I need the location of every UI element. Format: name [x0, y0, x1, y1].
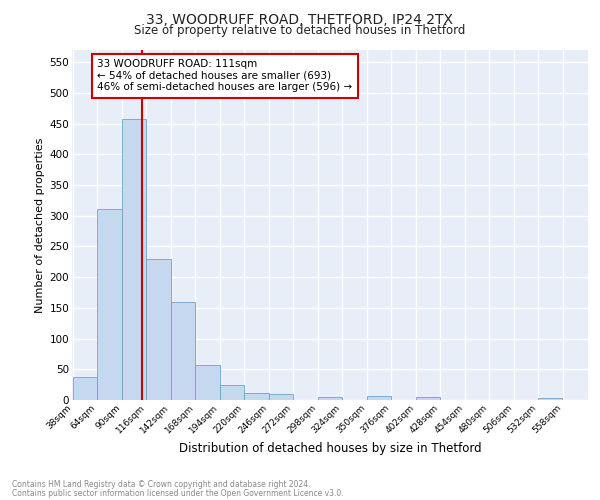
- Bar: [196, 365, 220, 400]
- Bar: [97, 209, 122, 400]
- Y-axis label: Number of detached properties: Number of detached properties: [35, 138, 46, 312]
- Bar: [416, 397, 440, 400]
- Text: 33 WOODRUFF ROAD: 111sqm
← 54% of detached houses are smaller (693)
46% of semi-: 33 WOODRUFF ROAD: 111sqm ← 54% of detach…: [97, 59, 353, 92]
- Bar: [146, 259, 170, 400]
- Text: Contains public sector information licensed under the Open Government Licence v3: Contains public sector information licen…: [12, 488, 344, 498]
- Text: 33, WOODRUFF ROAD, THETFORD, IP24 2TX: 33, WOODRUFF ROAD, THETFORD, IP24 2TX: [146, 12, 454, 26]
- Bar: [318, 397, 342, 400]
- Bar: [367, 396, 391, 400]
- Bar: [220, 384, 244, 400]
- Bar: [171, 302, 195, 400]
- X-axis label: Distribution of detached houses by size in Thetford: Distribution of detached houses by size …: [179, 442, 481, 455]
- Bar: [244, 393, 269, 400]
- Text: Contains HM Land Registry data © Crown copyright and database right 2024.: Contains HM Land Registry data © Crown c…: [12, 480, 311, 489]
- Bar: [538, 398, 562, 400]
- Bar: [269, 394, 293, 400]
- Bar: [122, 120, 146, 400]
- Text: Size of property relative to detached houses in Thetford: Size of property relative to detached ho…: [134, 24, 466, 37]
- Bar: [73, 376, 97, 400]
